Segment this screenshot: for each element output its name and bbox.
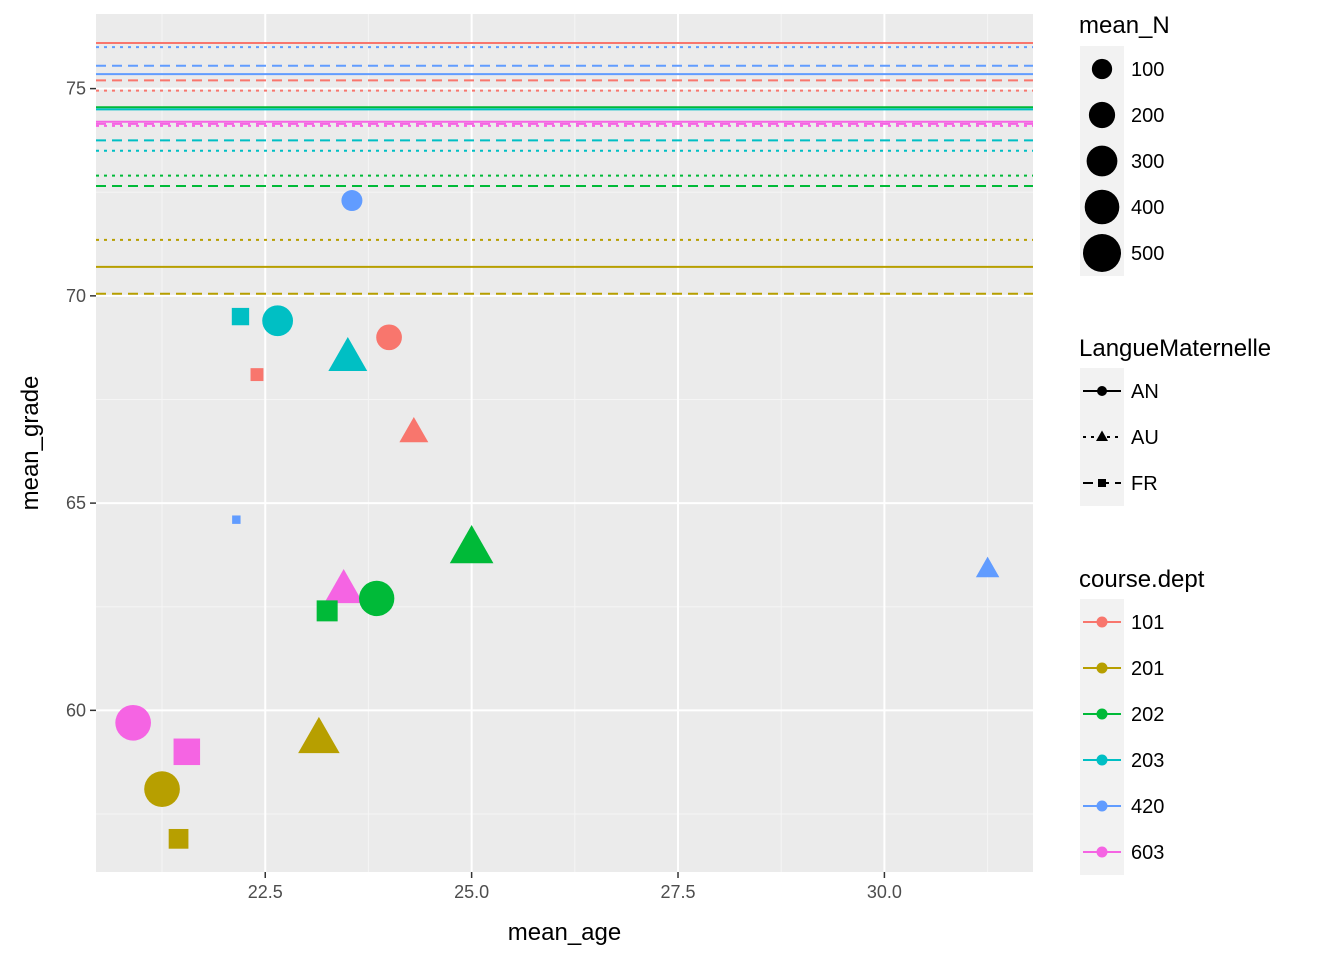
- minor-gridlines: [96, 14, 1033, 872]
- x-tick-label: 30.0: [867, 882, 902, 902]
- x-axis-title: mean_age: [508, 919, 621, 946]
- legend-color-swatch: [1096, 754, 1108, 766]
- legend-color-swatch: [1096, 708, 1108, 720]
- point-201-AN: [144, 771, 180, 807]
- legend-color-label: 202: [1131, 704, 1164, 726]
- point-201-AU: [298, 716, 340, 754]
- legend-linetype-symbol: [1098, 479, 1106, 487]
- legend-size-swatch: [1086, 145, 1118, 177]
- major-gridlines: [96, 14, 1033, 872]
- x-tick-label: 27.5: [660, 882, 695, 902]
- legend-color-swatch: [1096, 800, 1108, 812]
- legend-size-swatch: [1084, 189, 1120, 225]
- y-tick-label: 70: [66, 286, 86, 306]
- legend-color-title: course.dept: [1079, 566, 1205, 593]
- y-tick-label: 75: [66, 79, 86, 99]
- x-tick-label: 22.5: [248, 882, 283, 902]
- point-603-AN: [115, 704, 151, 741]
- legend-color-label: 201: [1131, 658, 1164, 680]
- y-axis-title: mean_grade: [17, 376, 44, 511]
- legend-color-label: 101: [1131, 612, 1164, 634]
- legend-linetype-symbol: [1097, 386, 1107, 396]
- point-201-FR: [168, 828, 189, 849]
- plot-panel: [96, 14, 1033, 872]
- legend-size-title: mean_N: [1079, 12, 1170, 39]
- y-axis-ticks: 60 65 70 75: [66, 79, 96, 720]
- point-101-AU: [399, 416, 429, 443]
- reference-lines: [96, 42, 1033, 295]
- data-points: [115, 190, 1000, 849]
- legend-size-swatch: [1091, 58, 1113, 80]
- y-tick-label: 60: [66, 700, 86, 720]
- legend-color-swatch: [1096, 662, 1108, 674]
- point-420-AN: [341, 190, 363, 212]
- legend-color-label: 420: [1131, 796, 1164, 818]
- legend-linetype-label: AN: [1131, 381, 1159, 403]
- x-axis-ticks: 22.5 25.0 27.5 30.0: [248, 872, 902, 902]
- y-tick-label: 65: [66, 493, 86, 513]
- point-202-AN: [359, 580, 395, 617]
- legend-size-label: 500: [1131, 243, 1164, 265]
- legend-linetype-title: LangueMaternelle: [1079, 335, 1271, 362]
- point-420-AU: [975, 556, 1000, 578]
- point-203-AU: [328, 336, 368, 371]
- point-101-FR: [250, 368, 264, 382]
- legend-linetype-symbol: [1096, 430, 1108, 441]
- legend-size-swatch: [1083, 234, 1121, 272]
- point-203-AN: [262, 305, 294, 337]
- legend-size: mean_N 100 200 300 400 500: [1079, 12, 1170, 276]
- legend-color-swatch: [1096, 616, 1108, 628]
- point-603-AU: [324, 569, 364, 604]
- legend-linetype-label: FR: [1131, 473, 1158, 495]
- point-420-FR: [232, 515, 241, 524]
- legend-color-label: 603: [1131, 842, 1164, 864]
- point-101-AN: [376, 324, 402, 351]
- point-603-FR: [173, 738, 201, 766]
- legend-linetype: LangueMaternelle AN AU FR: [1079, 335, 1271, 506]
- point-202-FR: [316, 600, 338, 622]
- legend-color-swatch: [1096, 846, 1108, 858]
- point-202-AU: [449, 525, 494, 564]
- legend-size-label: 400: [1131, 197, 1164, 219]
- legend-size-label: 100: [1131, 59, 1164, 81]
- legend-color: course.dept 101 201 202 203 420 603: [1079, 566, 1205, 875]
- legend-size-swatch: [1088, 101, 1116, 129]
- legend-size-label: 300: [1131, 151, 1164, 173]
- legend-size-label: 200: [1131, 105, 1164, 127]
- legend-color-label: 203: [1131, 750, 1164, 772]
- x-tick-label: 25.0: [454, 882, 489, 902]
- legend-linetype-label: AU: [1131, 427, 1159, 449]
- point-203-FR: [231, 307, 250, 326]
